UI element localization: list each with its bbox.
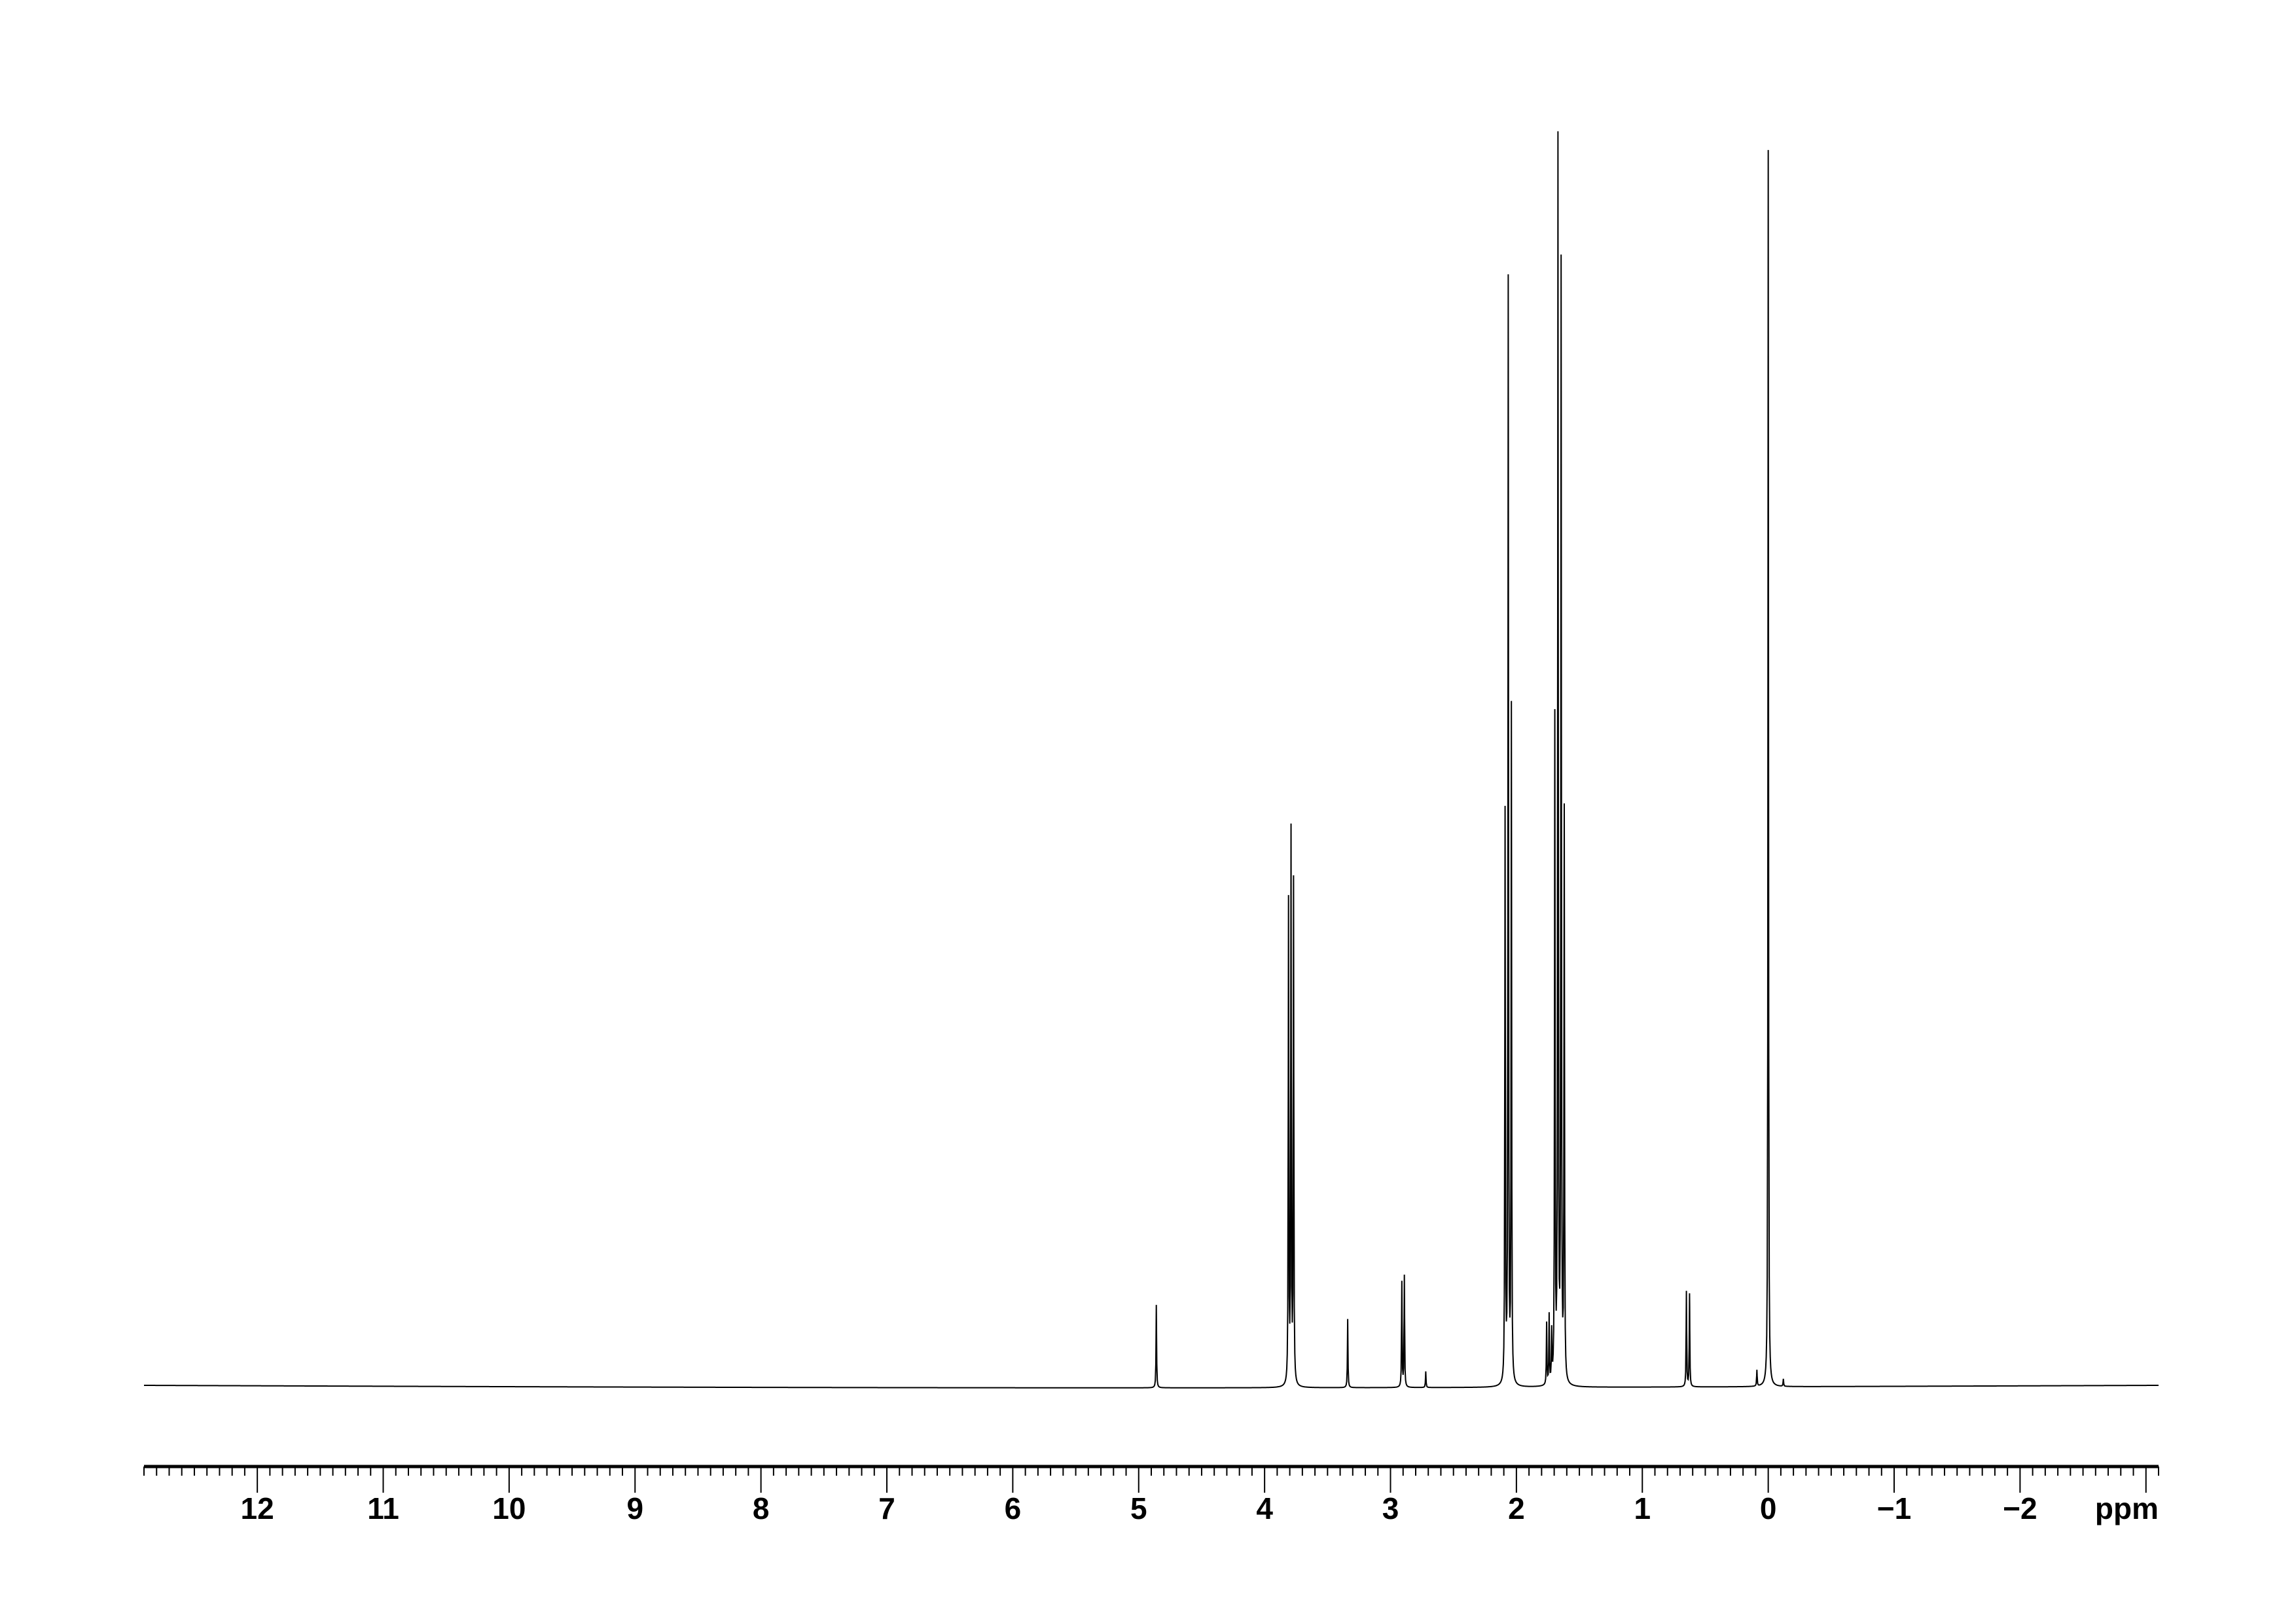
- x-tick-label: −2: [2003, 1491, 2037, 1525]
- x-axis-label: ppm: [2095, 1491, 2159, 1525]
- x-tick-label: 6: [1005, 1491, 1022, 1525]
- x-tick-label: 1: [1634, 1491, 1651, 1525]
- x-tick-label: 2: [1508, 1491, 1525, 1525]
- x-tick-label: 0: [1760, 1491, 1777, 1525]
- x-tick-label: 12: [241, 1491, 274, 1525]
- x-tick-label: 5: [1130, 1491, 1147, 1525]
- x-tick-label: 9: [626, 1491, 643, 1525]
- x-tick-label: 8: [753, 1491, 770, 1525]
- x-tick-label: 4: [1256, 1491, 1273, 1525]
- x-tick-label: 3: [1382, 1491, 1399, 1525]
- x-tick-label: 7: [878, 1491, 895, 1525]
- spectrum-trace: [144, 131, 2159, 1389]
- x-tick-label: 11: [367, 1491, 399, 1525]
- x-tick-label: 10: [492, 1491, 526, 1525]
- x-axis: 12 11 10 9 8 7 6 5 4 3 2 1 0 −1 −2: [143, 1465, 2159, 1525]
- x-tick-label: −1: [1877, 1491, 1911, 1525]
